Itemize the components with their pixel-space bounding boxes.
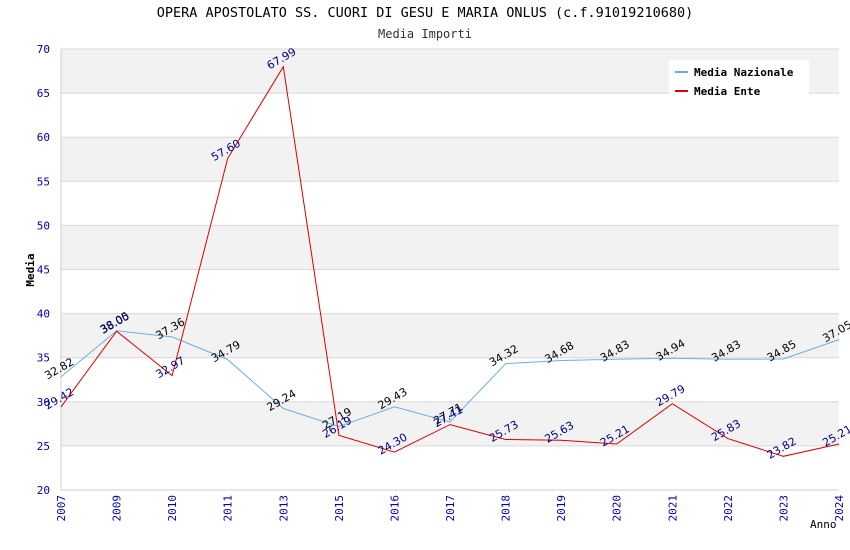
x-tick-label: 2021 bbox=[666, 495, 679, 522]
chart-title: OPERA APOSTOLATO SS. CUORI DI GESU E MAR… bbox=[156, 5, 694, 21]
series-line-media-ente bbox=[60, 65, 840, 457]
grid-band bbox=[61, 269, 839, 314]
y-tick-label: 45 bbox=[37, 264, 50, 277]
y-tick-label: 30 bbox=[37, 396, 50, 409]
x-tick-label: 2009 bbox=[111, 495, 124, 522]
y-tick-label: 35 bbox=[37, 352, 50, 365]
series-lines bbox=[60, 65, 840, 457]
series-line-media-nazionale bbox=[60, 330, 840, 428]
grid-band bbox=[61, 225, 839, 270]
x-tick-label: 2015 bbox=[333, 495, 346, 522]
x-tick-label: 2020 bbox=[611, 495, 624, 522]
x-tick-label: 2017 bbox=[444, 495, 457, 522]
x-axis-label: Anno bbox=[810, 518, 837, 531]
y-tick-label: 20 bbox=[37, 484, 50, 497]
y-tick-label: 60 bbox=[37, 131, 50, 144]
legend-box bbox=[669, 60, 809, 100]
grid-band bbox=[61, 357, 839, 402]
x-axis-ticks: 2007 2009 2010 2011 2013 2015 2016 2017 2018 2019… bbox=[55, 495, 846, 522]
x-tick-label: 2007 bbox=[55, 495, 68, 522]
x-tick-label: 2018 bbox=[500, 495, 513, 522]
x-tick-label: 2011 bbox=[222, 495, 235, 522]
x-tick-label: 2013 bbox=[277, 495, 290, 522]
x-tick-label: 2016 bbox=[388, 495, 401, 522]
legend: Media Nazionale Media Ente bbox=[669, 60, 809, 100]
x-tick-label: 2019 bbox=[555, 495, 568, 522]
grid-band bbox=[61, 181, 839, 226]
x-tick-label: 2023 bbox=[777, 495, 790, 522]
grid-band bbox=[61, 445, 839, 490]
y-tick-label: 50 bbox=[37, 219, 50, 232]
grid-band bbox=[61, 93, 839, 138]
y-tick-label: 55 bbox=[37, 175, 50, 188]
y-tick-label: 40 bbox=[37, 308, 50, 321]
y-tick-label: 65 bbox=[37, 87, 50, 100]
y-tick-label: 25 bbox=[37, 440, 50, 453]
grid-band bbox=[61, 401, 839, 446]
y-axis-ticks: 20 25 30 35 40 45 50 55 60 65 70 bbox=[37, 43, 50, 497]
chart-subtitle: Media Importi bbox=[378, 27, 472, 41]
legend-label: Media Ente bbox=[694, 85, 761, 98]
y-tick-label: 70 bbox=[37, 43, 50, 56]
grid-bands bbox=[60, 48, 839, 491]
legend-label: Media Nazionale bbox=[694, 66, 794, 79]
grid-band bbox=[61, 137, 839, 182]
grid-band bbox=[61, 313, 839, 358]
x-tick-label: 2022 bbox=[722, 495, 735, 522]
y-axis-label: Media bbox=[24, 253, 37, 286]
x-tick-label: 2024 bbox=[833, 495, 846, 522]
x-tick-label: 2010 bbox=[166, 495, 179, 522]
